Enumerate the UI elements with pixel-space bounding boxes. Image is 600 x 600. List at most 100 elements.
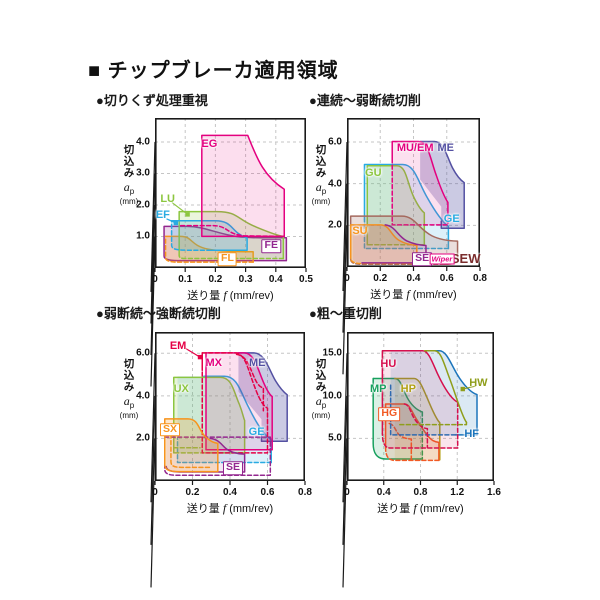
x-axis-var: f	[413, 501, 417, 515]
label-hu: HU	[380, 357, 397, 370]
region-lu-outline	[178, 210, 285, 260]
y-axis-kanji: 切込み	[122, 144, 135, 179]
y-axis-title: 切込み ap (mm)	[311, 144, 331, 206]
y-tick-label: 2.0	[136, 199, 150, 211]
x-tick-label: 0.4	[406, 273, 421, 284]
y-tick-mark	[150, 173, 156, 324]
region-eg-fill	[201, 135, 285, 237]
region-mp-outline	[372, 377, 424, 413]
plot-border	[155, 118, 306, 268]
region-mp-outline	[372, 377, 424, 460]
y-tick-mark	[150, 204, 156, 355]
y-axis-var: ap	[123, 179, 135, 196]
y-tick-label: 4.0	[136, 390, 150, 402]
label-ge: GE	[443, 212, 460, 225]
x-tick-label: 0.4	[223, 487, 237, 498]
y-axis-title: 切込み ap (mm)	[311, 358, 331, 420]
region-eg-outline	[201, 134, 286, 238]
x-tick-label: 0.5	[299, 274, 313, 285]
region-mu-em-outline	[391, 140, 449, 214]
y-tick-mark	[342, 141, 348, 291]
label-eg: EG	[201, 137, 218, 150]
badge-wiper: Wiper	[429, 253, 455, 265]
region-hw-outline	[423, 349, 468, 423]
x-axis-var: f	[222, 501, 227, 515]
y-tick-label: 1.0	[136, 230, 150, 242]
y-tick-label: 3.0	[136, 167, 150, 179]
chart-title-chip-control: ●切りくず処理重視	[96, 93, 208, 108]
x-tick-label: 0	[152, 274, 158, 285]
chart-title-light-heavy-interrupted: ●弱断続〜強断続切削	[96, 306, 221, 321]
y-tick-label: 6.0	[328, 136, 342, 148]
region-fl-outline	[164, 235, 254, 263]
label-me: ME	[437, 141, 455, 154]
label-hf: HF	[464, 428, 480, 441]
region-em-outline	[235, 353, 265, 412]
y-tick-mark	[150, 353, 156, 503]
region-hw-outline	[397, 421, 468, 426]
x-tick-label: 0.8	[298, 487, 312, 498]
y-axis-kanji: 切込み	[314, 358, 327, 393]
x-tick-label: 0	[344, 487, 350, 498]
label-hp: HP	[400, 382, 416, 395]
region-lu-outline	[178, 254, 285, 260]
y-axis-kanji: 切込み	[314, 144, 327, 179]
x-tick-label: 0.6	[439, 273, 454, 284]
x-axis-var: f	[223, 288, 227, 302]
leader-marker	[197, 354, 203, 360]
label-ux: UX	[173, 383, 189, 396]
chart-plot-rough-heavy	[342, 332, 495, 588]
y-tick-label: 4.0	[136, 136, 150, 148]
y-axis-title: 切込み ap (mm)	[119, 358, 139, 420]
x-tick-label: 0.4	[268, 274, 283, 285]
region-se-fill	[352, 224, 426, 263]
label-fe: FE	[261, 239, 281, 254]
x-tick-label: 0.8	[413, 487, 428, 498]
x-tick-label: 1.6	[487, 487, 501, 498]
y-axis-unit: (mm)	[119, 410, 139, 420]
chart-plot-chip-control	[150, 118, 307, 387]
label-fl: FL	[218, 252, 237, 267]
chart-plot-light-heavy-interrupted	[150, 332, 306, 588]
y-tick-mark	[342, 438, 348, 588]
chart-title-continuous-light-interrupted: ●連続〜弱断続切削	[309, 93, 421, 108]
y-axis-unit: (mm)	[311, 410, 331, 420]
region-sew-outline	[349, 215, 459, 266]
label-em: EM	[169, 339, 187, 352]
region-mu-em-fill	[392, 141, 448, 225]
x-tick-label: 0.3	[238, 274, 253, 285]
region-ge-outline	[363, 218, 450, 250]
leader-marker	[185, 212, 190, 217]
region-gu-outline	[366, 164, 426, 246]
region-hg-outline	[384, 447, 440, 462]
y-tick-mark	[342, 183, 348, 333]
region-me-fill	[420, 141, 465, 229]
page-title: ■ チップブレーカ適用領域	[88, 60, 339, 82]
label-ef: EF	[155, 208, 170, 221]
x-tick-label: 0.8	[473, 273, 487, 284]
region-mu-em-outline	[391, 162, 449, 226]
y-tick-label: 4.0	[328, 178, 342, 190]
region-ge-fill	[177, 376, 272, 463]
x-axis-title: 送り量 f (mm/rev)	[370, 287, 457, 301]
region-fl-outline	[164, 235, 254, 263]
x-tick-label: 0.2	[208, 274, 223, 285]
y-tick-mark	[150, 236, 156, 387]
x-tick-label: 0.1	[178, 274, 193, 285]
region-su-outline	[349, 247, 418, 265]
region-lu-fill	[179, 211, 284, 259]
y-axis-unit: (mm)	[311, 196, 331, 206]
y-axis-kanji: 切込み	[122, 358, 135, 393]
region-hu-fill	[382, 350, 458, 448]
y-tick-label: 6.0	[136, 347, 150, 359]
x-tick-label: 0	[152, 487, 158, 498]
region-sx-outline	[170, 433, 212, 469]
label-sew: SEW	[450, 251, 481, 267]
region-me-outline	[237, 352, 288, 442]
y-axis-var: ap	[315, 179, 327, 196]
y-axis-unit: (mm)	[119, 196, 139, 206]
x-axis-title: 送り量 f (mm/rev)	[187, 288, 274, 302]
y-tick-mark	[342, 395, 348, 545]
x-axis-title: 送り量 f (mm/rev)	[377, 501, 464, 515]
